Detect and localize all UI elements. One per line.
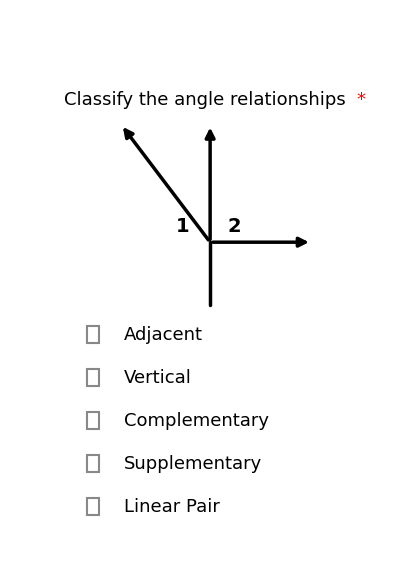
FancyBboxPatch shape: [86, 498, 98, 515]
Text: Linear Pair: Linear Pair: [124, 498, 220, 515]
Text: 1: 1: [176, 217, 189, 236]
FancyBboxPatch shape: [86, 369, 98, 386]
FancyBboxPatch shape: [86, 455, 98, 473]
Text: 2: 2: [227, 217, 240, 236]
Text: Supplementary: Supplementary: [124, 455, 262, 473]
FancyBboxPatch shape: [86, 412, 98, 429]
Text: *: *: [356, 91, 365, 109]
Text: Vertical: Vertical: [124, 369, 192, 387]
Text: Classify the angle relationships: Classify the angle relationships: [64, 91, 345, 109]
Text: Complementary: Complementary: [124, 411, 269, 430]
Text: Adjacent: Adjacent: [124, 326, 203, 344]
FancyBboxPatch shape: [86, 326, 98, 343]
